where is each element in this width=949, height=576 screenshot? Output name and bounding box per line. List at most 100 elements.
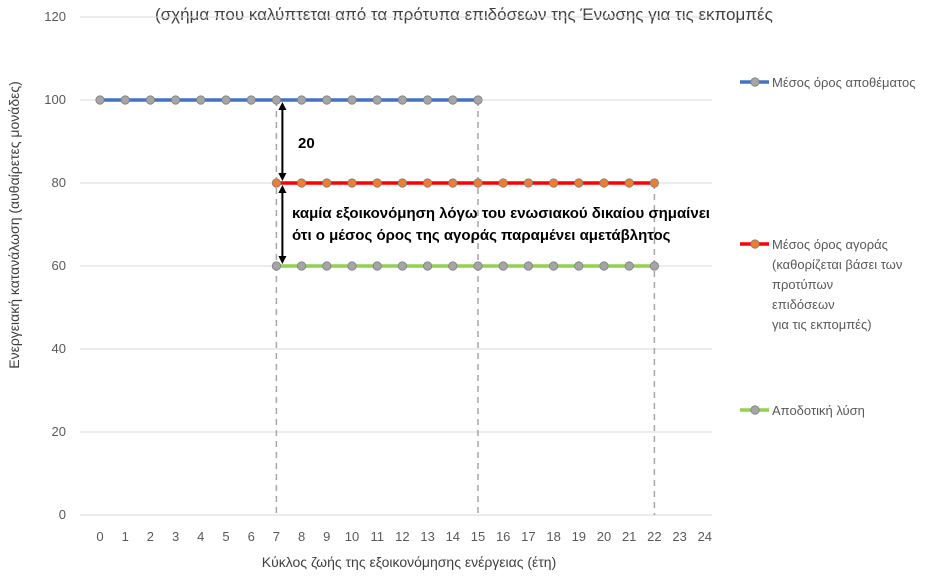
x-tick-label: 2	[147, 529, 154, 544]
data-point	[624, 178, 634, 188]
x-tick-label: 20	[597, 529, 611, 544]
data-point	[196, 95, 206, 105]
legend: Μέσος όρος αποθέματος Μέσος όρος αγοράς (κ…	[740, 75, 916, 418]
data-point	[271, 178, 281, 188]
data-point	[574, 178, 584, 188]
data-point	[246, 95, 256, 105]
x-tick-label: 8	[298, 529, 305, 544]
legend-item-stock-average: Μέσος όρος αποθέματος	[740, 75, 916, 90]
data-point	[448, 261, 458, 271]
legend-item-efficient-solution: Αποδοτική λύση	[740, 403, 865, 418]
data-point	[296, 95, 307, 105]
data-point	[372, 95, 382, 105]
data-point	[271, 95, 281, 105]
data-point	[120, 95, 130, 105]
x-tick-label: 5	[222, 529, 229, 544]
legend-label: Αποδοτική λύση	[772, 403, 865, 418]
data-point	[473, 261, 483, 271]
legend-label: για τις εκπομπές)	[772, 317, 872, 332]
x-tick-label: 15	[471, 529, 485, 544]
data-point	[347, 261, 357, 271]
legend-item-market-average: Μέσος όρος αγοράς (καθορίζεται βάσει των π…	[740, 237, 902, 332]
data-point	[221, 95, 231, 105]
x-tick-label: 22	[647, 529, 661, 544]
data-point	[599, 261, 609, 271]
data-point	[296, 261, 307, 271]
y-tick-label: 0	[59, 507, 66, 522]
y-axis-title: Ενεργειακή κατανάλωση (αυθαίρετες μονάδε…	[6, 81, 22, 369]
x-tick-label: 3	[172, 529, 179, 544]
data-point	[649, 178, 660, 188]
x-tick-label: 7	[273, 529, 280, 544]
chart-title: (σχήμα που καλύπτεται από τα πρότυπα επι…	[155, 5, 773, 24]
data-point	[397, 95, 407, 105]
data-point	[498, 261, 508, 271]
data-point	[372, 178, 382, 188]
y-tick-label: 120	[44, 9, 66, 24]
y-tick-label: 100	[44, 92, 66, 107]
legend-marker	[750, 405, 760, 415]
series-efficient-solution	[271, 261, 660, 271]
annotations: 20 καμία εξοικονόμηση λόγω του ενωσιακού …	[278, 102, 710, 264]
data-point	[473, 178, 483, 188]
data-point	[271, 261, 281, 271]
x-tick-label: 24	[698, 529, 712, 544]
data-point	[296, 178, 307, 188]
legend-label: (καθορίζεται βάσει των	[772, 257, 902, 272]
legend-label: Μέσος όρος αποθέματος	[772, 75, 916, 90]
data-point	[523, 261, 534, 271]
legend-marker	[750, 77, 760, 87]
data-point	[422, 178, 433, 188]
x-axis-ticks: 0 1 2 3 4 5 6 7 8 9 10 11 12 13 14 15 16 17 18 19 20 21 22 23 24	[96, 529, 712, 544]
data-point	[322, 178, 332, 188]
data-point	[448, 95, 458, 105]
x-tick-label: 18	[546, 529, 560, 544]
data-point	[548, 261, 559, 271]
vertical-guide-lines	[275, 100, 656, 515]
y-axis-ticks: 0 20 40 60 80 100 120	[44, 9, 66, 522]
x-tick-label: 17	[521, 529, 535, 544]
x-tick-label: 4	[197, 529, 204, 544]
data-point	[171, 95, 181, 105]
y-tick-label: 40	[52, 341, 66, 356]
data-point	[649, 261, 660, 271]
data-point	[523, 178, 534, 188]
series-market-average	[271, 178, 660, 188]
x-tick-label: 23	[672, 529, 686, 544]
legend-label: Μέσος όρος αγοράς	[772, 237, 888, 252]
x-tick-label: 0	[96, 529, 103, 544]
x-tick-label: 16	[496, 529, 510, 544]
data-point	[574, 261, 584, 271]
gap-annotation-line: καμία εξοικονόμηση λόγω του ενωσιακού δι…	[292, 205, 710, 222]
data-point	[397, 261, 407, 271]
legend-label: επιδόσεων	[772, 297, 835, 312]
gap-annotation-line: ότι ο μέσος όρος της αγοράς παραμένει αμ…	[292, 227, 671, 244]
legend-marker	[750, 239, 760, 249]
x-tick-label: 13	[420, 529, 434, 544]
data-point	[347, 178, 357, 188]
x-tick-label: 21	[622, 529, 636, 544]
data-series	[95, 95, 660, 271]
x-tick-label: 19	[572, 529, 586, 544]
x-tick-label: 6	[248, 529, 255, 544]
data-point	[473, 95, 483, 105]
y-tick-label: 80	[52, 175, 66, 190]
y-tick-label: 20	[52, 424, 66, 439]
x-tick-label: 10	[345, 529, 359, 544]
x-tick-label: 1	[122, 529, 129, 544]
x-tick-label: 14	[446, 529, 460, 544]
data-point	[422, 95, 433, 105]
y-tick-label: 60	[52, 258, 66, 273]
data-point	[422, 261, 433, 271]
data-point	[347, 95, 357, 105]
data-point	[322, 95, 332, 105]
data-point	[322, 261, 332, 271]
difference-label: 20	[298, 135, 315, 152]
data-point	[624, 261, 634, 271]
data-point	[95, 95, 105, 105]
data-point	[599, 178, 609, 188]
x-tick-label: 12	[395, 529, 409, 544]
data-point	[145, 95, 155, 105]
series-stock-average	[95, 95, 483, 105]
